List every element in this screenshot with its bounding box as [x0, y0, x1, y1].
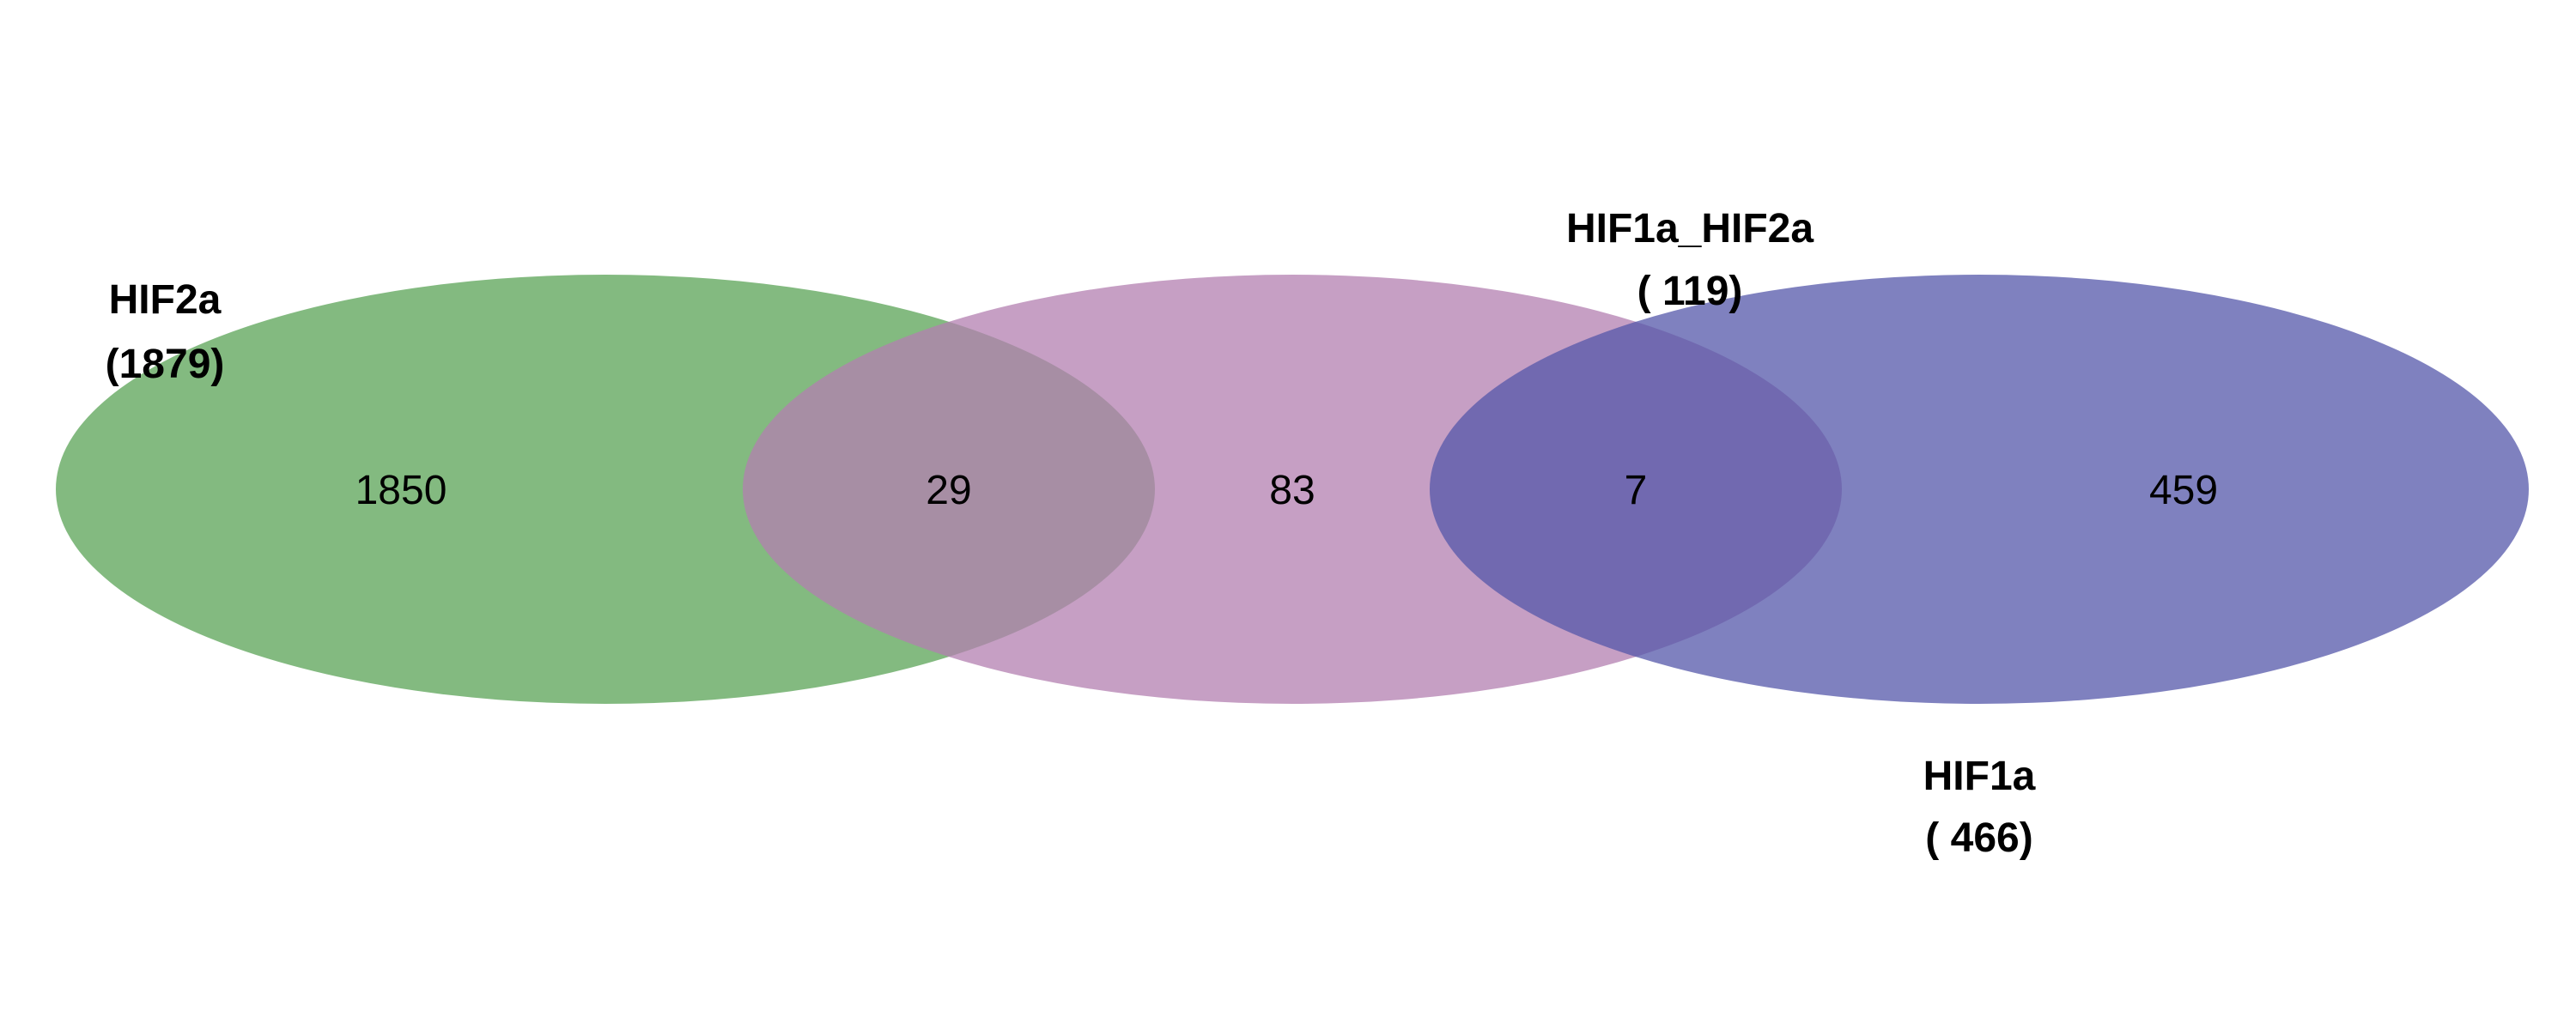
- region-count-hif2a-and-hif1a-hif2a: 29: [926, 468, 971, 513]
- set-label-hif2a-total: (1879): [106, 342, 225, 387]
- set-ellipse-hif1a: [1430, 275, 2529, 704]
- region-count-hif2a-only: 1850: [355, 468, 447, 513]
- region-count-hif1a-hif2a-only: 83: [1269, 468, 1315, 513]
- set-label-hif1a-total: ( 466): [1925, 815, 2032, 861]
- set-label-hif1a-hif2a-name: HIF1a_HIF2a: [1566, 206, 1814, 251]
- set-label-hif1a-name: HIF1a: [1923, 754, 2036, 799]
- region-count-hif1a-only: 459: [2149, 468, 2218, 513]
- region-count-hif1a-hif2a-and-hif1a: 7: [1625, 468, 1648, 513]
- set-label-hif2a-name: HIF2a: [109, 277, 222, 323]
- set-label-hif1a-hif2a-total: ( 119): [1637, 269, 1743, 314]
